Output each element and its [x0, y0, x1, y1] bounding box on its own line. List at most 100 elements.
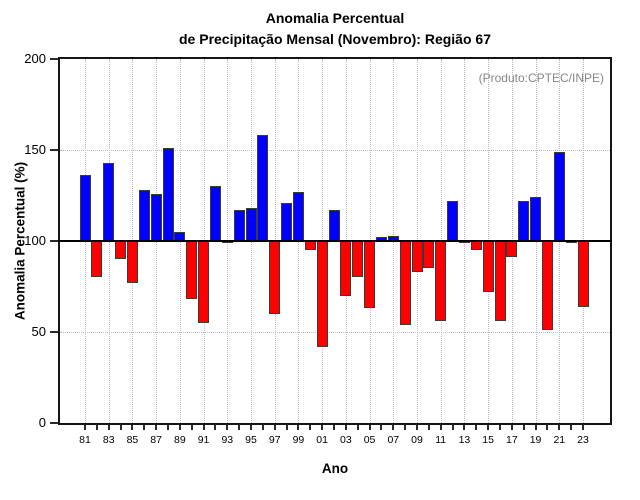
- bar-2016: [494, 241, 506, 322]
- bar-1996: [257, 135, 269, 241]
- x-tick-label: 17: [506, 434, 518, 446]
- x-tick-label: 13: [458, 434, 471, 446]
- x-tick: [534, 425, 537, 430]
- bar-1992: [209, 186, 221, 241]
- x-tick-label: 05: [363, 434, 376, 446]
- bar-1986: [138, 190, 150, 241]
- y-tick: [50, 240, 58, 242]
- x-axis-title: Ano: [321, 461, 349, 476]
- x-tick: [95, 425, 98, 430]
- x-tick: [107, 425, 110, 430]
- x-tick-label: 03: [340, 434, 352, 446]
- baseline-100: [58, 240, 612, 242]
- bar-2010: [423, 241, 435, 269]
- x-tick: [570, 425, 573, 430]
- x-tick-label: 11: [435, 434, 447, 446]
- bar-2003: [340, 241, 352, 296]
- x-tick: [226, 425, 229, 430]
- x-tick: [439, 425, 442, 430]
- bar-2023: [577, 241, 589, 307]
- x-tick-label: 19: [529, 434, 542, 446]
- bar-2004: [352, 241, 364, 278]
- x-tick-label: 09: [411, 434, 423, 446]
- h-gridline: [60, 332, 610, 333]
- x-tick: [309, 425, 312, 430]
- bar-2020: [541, 241, 553, 331]
- x-tick: [487, 425, 490, 430]
- y-tick-label: 100: [24, 233, 46, 248]
- x-tick-label: 83: [102, 434, 115, 446]
- x-tick-label: 95: [245, 434, 257, 446]
- chart-title-line2: de Precipitação Mensal (Novembro): Regiã…: [179, 31, 491, 47]
- x-tick: [178, 425, 181, 430]
- x-tick: [155, 425, 158, 430]
- bar-1985: [126, 241, 138, 283]
- x-tick: [344, 425, 347, 430]
- x-tick-label: 99: [292, 434, 305, 446]
- chart-title: Anomalia Percentual de Precipitação Mens…: [58, 8, 612, 50]
- x-tick-label: 01: [316, 434, 328, 446]
- x-tick: [427, 425, 430, 430]
- bar-2008: [399, 241, 411, 325]
- y-tick-label: 50: [31, 324, 46, 339]
- bar-1999: [292, 191, 304, 241]
- bar-2012: [447, 200, 459, 241]
- x-tick: [475, 425, 478, 430]
- chart-title-line1: Anomalia Percentual: [265, 10, 405, 26]
- x-tick: [368, 425, 371, 430]
- bar-1990: [186, 241, 198, 300]
- bar-1981: [79, 175, 91, 241]
- y-tick: [50, 58, 58, 60]
- x-tick: [510, 425, 513, 430]
- x-tick-label: 07: [387, 434, 400, 446]
- x-tick: [84, 425, 86, 430]
- bar-1983: [103, 162, 115, 241]
- x-tick: [546, 425, 549, 430]
- plot-area: (Produto:CPTEC/INPE) 81 83 85 87 89 91 93 95 97 9…: [24, 51, 612, 446]
- bar-2019: [530, 197, 542, 241]
- x-tick-label: 87: [150, 434, 162, 446]
- x-tick-label: 89: [174, 434, 186, 446]
- bar-2002: [328, 210, 340, 241]
- bar-2014: [470, 241, 482, 251]
- x-tick-label: 85: [126, 434, 139, 446]
- x-tick: [404, 425, 407, 430]
- x-tick: [202, 425, 205, 430]
- bar-2009: [411, 241, 423, 272]
- bar-2017: [506, 241, 518, 258]
- y-tick: [50, 331, 58, 333]
- x-tick: [131, 425, 134, 430]
- x-tick-label: 21: [553, 434, 566, 446]
- x-tick: [273, 425, 276, 430]
- x-tick: [285, 425, 288, 430]
- bar-2000: [304, 241, 316, 251]
- x-tick-label: 15: [482, 434, 494, 446]
- x-tick-label: 93: [221, 434, 234, 446]
- y-tick: [50, 422, 58, 424]
- bar-1991: [198, 241, 210, 323]
- bar-2001: [316, 241, 328, 347]
- bar-1988: [162, 148, 174, 241]
- y-tick: [50, 149, 58, 151]
- x-tick: [582, 425, 584, 430]
- x-tick: [250, 425, 252, 430]
- x-tick: [167, 425, 169, 430]
- x-tick-label: 97: [268, 434, 281, 446]
- x-tick: [214, 425, 217, 430]
- h-gridline: [60, 150, 610, 151]
- x-tick: [297, 425, 300, 430]
- bar-1997: [269, 241, 281, 314]
- x-tick-label: 81: [79, 434, 91, 446]
- x-tick-label: 91: [197, 434, 210, 446]
- x-tick: [416, 425, 418, 430]
- bar-2015: [482, 241, 494, 292]
- bar-1987: [150, 193, 162, 241]
- x-tick: [522, 425, 525, 430]
- x-tick-label: 23: [577, 434, 589, 446]
- bar-1984: [115, 241, 127, 260]
- x-tick: [451, 425, 454, 430]
- bar-2011: [435, 241, 447, 322]
- x-tick: [463, 425, 466, 430]
- bar-2021: [553, 151, 565, 241]
